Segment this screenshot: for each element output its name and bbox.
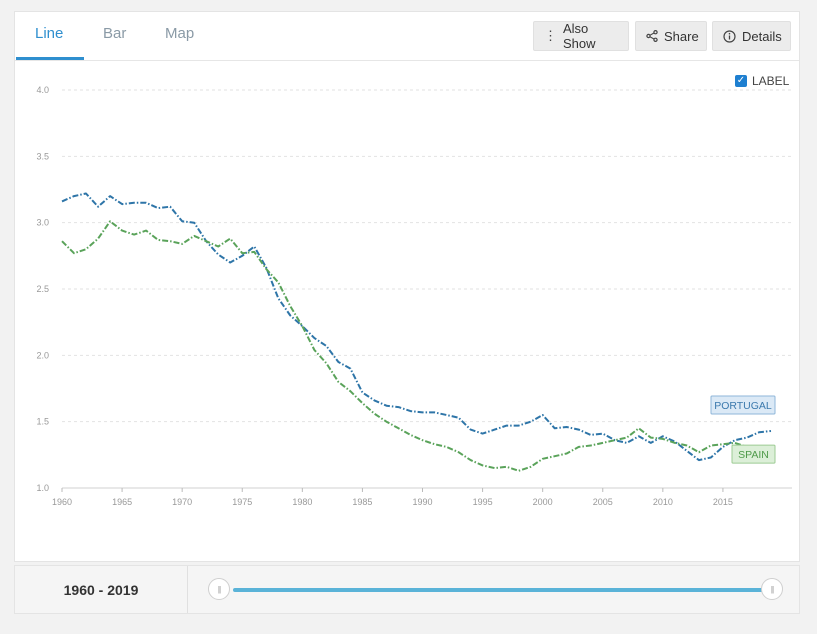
x-tick-label: 1985 — [352, 497, 372, 507]
also-show-button[interactable]: ⋮ Also Show — [533, 21, 629, 51]
slider-end-handle[interactable]: ||| — [761, 578, 783, 600]
y-tick-label: 3.0 — [36, 218, 49, 228]
tab-bar-chart[interactable]: Bar — [103, 25, 127, 42]
x-tick-label: 2005 — [593, 497, 613, 507]
label-toggle[interactable]: ✓ LABEL — [735, 74, 789, 88]
y-tick-label: 2.5 — [36, 284, 49, 294]
y-tick-label: 4.0 — [36, 85, 49, 95]
also-show-label: Also Show — [563, 21, 596, 51]
y-tick-label: 1.0 — [36, 483, 49, 493]
time-range-footer: 1960 - 2019 ||| ||| — [14, 565, 800, 614]
y-tick-label: 1.5 — [36, 417, 49, 427]
series-end-label-box — [731, 444, 776, 464]
details-button[interactable]: Details — [712, 21, 791, 51]
checkbox-checked-icon[interactable]: ✓ — [735, 75, 747, 87]
series-end-label-spain: SPAIN — [738, 449, 769, 461]
series-end-label-box — [710, 395, 776, 415]
details-label: Details — [742, 28, 782, 44]
slider-start-handle[interactable]: ||| — [208, 578, 230, 600]
info-icon — [723, 29, 736, 43]
series-line-portugal — [61, 192, 772, 462]
x-tick-label: 1965 — [112, 497, 132, 507]
x-tick-label: 1960 — [52, 497, 72, 507]
year-range-text: 1960 - 2019 — [15, 566, 188, 613]
label-toggle-text: LABEL — [752, 74, 790, 88]
year-range-slider[interactable] — [233, 588, 773, 592]
share-button[interactable]: Share — [635, 21, 707, 51]
series-line-spain — [61, 220, 772, 472]
x-tick-label: 2015 — [713, 497, 733, 507]
y-tick-label: 2.0 — [36, 350, 49, 360]
x-tick-label: 1975 — [232, 497, 252, 507]
x-tick-label: 2000 — [533, 497, 553, 507]
y-tick-label: 3.5 — [36, 151, 49, 161]
active-tab-indicator — [16, 57, 84, 60]
share-icon — [646, 30, 658, 42]
x-tick-label: 1970 — [172, 497, 192, 507]
x-tick-label: 1990 — [412, 497, 432, 507]
share-label: Share — [664, 28, 699, 44]
tab-map[interactable]: Map — [165, 25, 195, 42]
vertical-dots-icon: ⋮ — [544, 28, 557, 43]
series-end-label-portugal: PORTUGAL — [714, 400, 772, 412]
tab-bar: Line Bar Map ⋮ Also Show Share Details — [15, 12, 799, 61]
chart-card: Line Bar Map ⋮ Also Show Share Details ✓… — [14, 11, 800, 562]
x-tick-label: 1980 — [292, 497, 312, 507]
x-tick-label: 1995 — [473, 497, 493, 507]
line-chart: 1.0 1.5 2.0 2.5 3.0 3.5 4.0 1960 1965 1970 1975 198… — [36, 85, 792, 507]
x-tick-label: 2010 — [653, 497, 673, 507]
tab-line[interactable]: Line — [35, 25, 64, 42]
